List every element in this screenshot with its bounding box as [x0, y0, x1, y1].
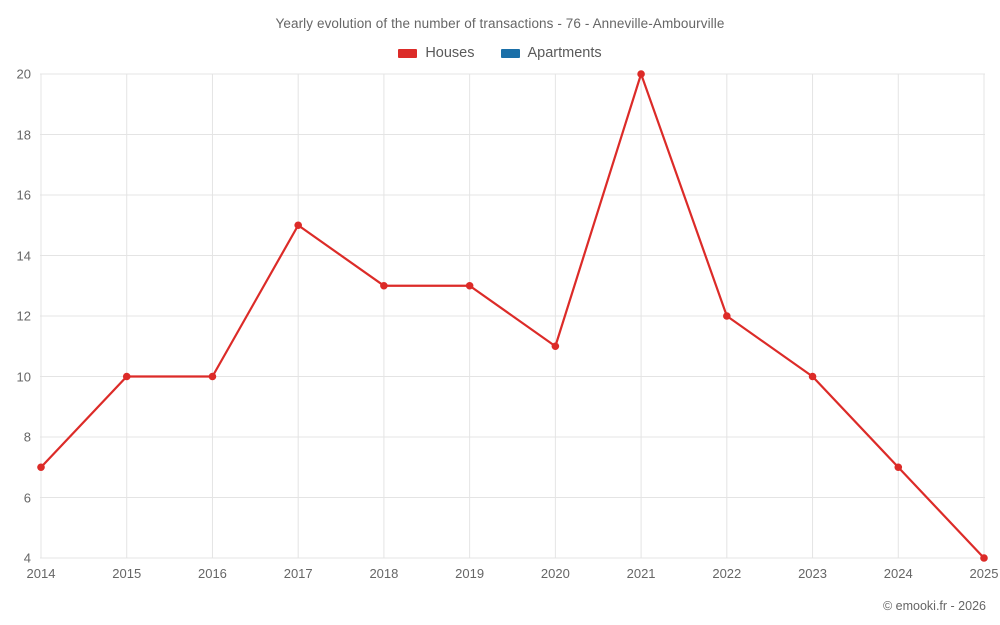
- legend-swatch-apartments-icon: [500, 48, 520, 58]
- y-tick-label: 16: [16, 187, 31, 203]
- x-tick-label: 2025: [969, 566, 999, 581]
- y-tick-label: 20: [16, 66, 31, 82]
- y-tick-label: 8: [23, 429, 31, 445]
- legend-item-apartments[interactable]: Apartments: [500, 45, 602, 61]
- chart-title: Yearly evolution of the number of transa…: [275, 16, 725, 31]
- x-tick-label: 2018: [369, 566, 399, 581]
- x-tick-label: 2024: [883, 566, 913, 581]
- data-point[interactable]: [465, 281, 474, 290]
- y-tick-label: 12: [16, 308, 31, 324]
- data-point[interactable]: [122, 372, 131, 381]
- data-point[interactable]: [894, 463, 903, 472]
- x-tick-label: 2017: [283, 566, 313, 581]
- footer-credit: © emooki.fr - 2026: [882, 599, 986, 613]
- x-tick-label: 2020: [540, 566, 570, 581]
- chart-series-layer: [37, 70, 988, 562]
- legend-label-houses: Houses: [425, 45, 475, 61]
- legend-swatch-houses-icon: [398, 48, 418, 58]
- data-point[interactable]: [294, 221, 302, 230]
- x-tick-label: 2022: [712, 566, 742, 581]
- y-tick-label: 18: [16, 127, 31, 142]
- x-axis: 2014 2015 2016 2017 2018 2019 2020 2021 2022 2023…: [27, 566, 999, 588]
- data-point[interactable]: [37, 463, 45, 472]
- data-point[interactable]: [551, 342, 560, 351]
- y-tick-label: 4: [23, 550, 31, 566]
- x-tick-label: 2016: [197, 566, 227, 581]
- data-point[interactable]: [637, 70, 645, 78]
- x-tick-label: 2019: [455, 566, 485, 581]
- y-tick-label: 14: [16, 248, 31, 263]
- x-tick-label: 2015: [112, 566, 142, 581]
- legend-label-apartments: Apartments: [527, 45, 602, 61]
- y-tick-label: 6: [23, 490, 31, 505]
- data-point[interactable]: [380, 281, 388, 290]
- y-tick-label: 10: [16, 369, 31, 384]
- x-tick-label: 2014: [26, 566, 56, 581]
- plot-area: [37, 70, 988, 562]
- data-point[interactable]: [208, 372, 217, 381]
- series-houses: [37, 70, 988, 562]
- data-point[interactable]: [980, 554, 988, 562]
- legend-item-houses[interactable]: Houses: [398, 45, 475, 61]
- y-axis: 4 6 8 10 12 14 16 18 20: [0, 67, 31, 566]
- x-tick-label: 2021: [626, 566, 656, 581]
- chart-legend: Houses Apartments: [0, 45, 1000, 61]
- x-tick-label: 2023: [798, 566, 827, 581]
- data-point[interactable]: [723, 312, 731, 320]
- data-point[interactable]: [808, 372, 817, 381]
